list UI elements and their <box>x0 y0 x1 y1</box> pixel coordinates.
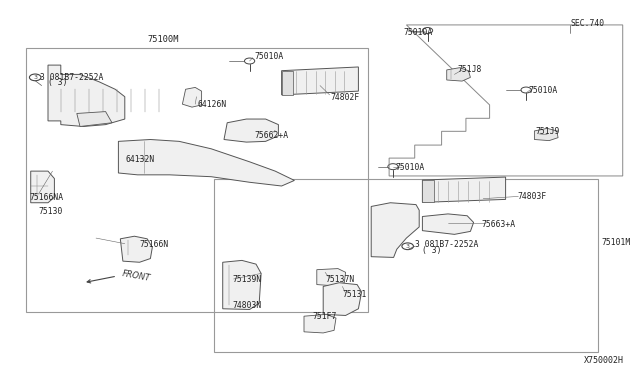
Text: 74803F: 74803F <box>517 192 547 201</box>
Text: 75137N: 75137N <box>325 275 355 283</box>
Polygon shape <box>422 180 434 202</box>
Text: 751J8: 751J8 <box>458 65 482 74</box>
Text: FRONT: FRONT <box>122 269 152 283</box>
Polygon shape <box>118 140 294 186</box>
Polygon shape <box>317 269 346 286</box>
Text: 75101M: 75101M <box>602 238 631 247</box>
Text: 75131: 75131 <box>342 291 367 299</box>
Text: ( 3): ( 3) <box>48 78 67 87</box>
Polygon shape <box>77 112 112 126</box>
Text: 75663+A: 75663+A <box>482 220 516 229</box>
Text: 74803N: 74803N <box>232 301 262 310</box>
Polygon shape <box>304 314 336 333</box>
Text: 751F7: 751F7 <box>312 312 337 321</box>
Text: 75166NA: 75166NA <box>29 193 63 202</box>
Polygon shape <box>31 171 54 203</box>
Text: 75166N: 75166N <box>140 240 169 249</box>
Text: 75010A: 75010A <box>396 163 425 172</box>
Text: 75100M: 75100M <box>147 35 179 44</box>
Bar <box>214 179 598 352</box>
Polygon shape <box>282 67 358 95</box>
Polygon shape <box>282 71 293 95</box>
Text: 3: 3 <box>33 75 37 80</box>
Polygon shape <box>120 236 152 262</box>
Polygon shape <box>447 68 470 81</box>
Text: SEC.740: SEC.740 <box>571 19 605 28</box>
Text: ( 3): ( 3) <box>422 246 442 255</box>
Text: 75010A: 75010A <box>529 86 558 95</box>
Text: 75010A: 75010A <box>254 52 284 61</box>
Text: 3: 3 <box>406 244 410 249</box>
Polygon shape <box>48 65 125 126</box>
Text: 3 081B7-2252A: 3 081B7-2252A <box>415 240 478 249</box>
Polygon shape <box>224 119 278 142</box>
Polygon shape <box>182 87 202 107</box>
Text: 74802F: 74802F <box>331 93 360 102</box>
Polygon shape <box>534 128 558 141</box>
Polygon shape <box>422 177 506 202</box>
Text: X750002H: X750002H <box>584 356 624 365</box>
Text: 751J9: 751J9 <box>536 127 560 136</box>
Polygon shape <box>223 260 261 310</box>
Text: 3 081B7-2252A: 3 081B7-2252A <box>40 73 103 82</box>
Text: 75130: 75130 <box>38 207 63 216</box>
Text: 75662+A: 75662+A <box>255 131 289 140</box>
Polygon shape <box>371 203 419 257</box>
Text: 64132N: 64132N <box>125 155 155 164</box>
Text: 75010A: 75010A <box>403 28 433 37</box>
Text: 75139N: 75139N <box>232 275 262 284</box>
Polygon shape <box>422 214 474 234</box>
Bar <box>26 48 368 312</box>
Text: 64126N: 64126N <box>197 100 227 109</box>
Polygon shape <box>323 283 362 315</box>
